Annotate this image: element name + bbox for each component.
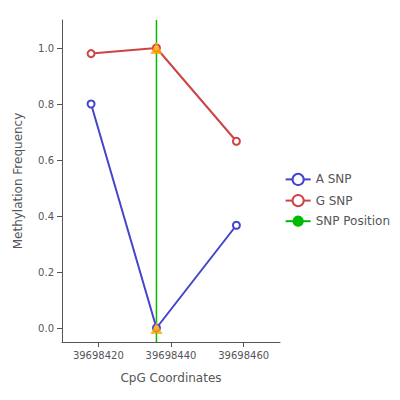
svg-text:0.8: 0.8 (38, 99, 54, 110)
svg-text:SNP Position: SNP Position (316, 214, 390, 228)
svg-text:G SNP: G SNP (316, 194, 353, 208)
svg-text:0.4: 0.4 (38, 211, 54, 222)
svg-text:39698420: 39698420 (73, 350, 124, 361)
svg-text:0.6: 0.6 (38, 155, 54, 166)
svg-text:0.2: 0.2 (38, 267, 54, 278)
svg-text:0.0: 0.0 (38, 323, 54, 334)
svg-text:Methylation Frequency: Methylation Frequency (11, 113, 25, 250)
svg-text:A SNP: A SNP (316, 172, 352, 186)
svg-text:1.0: 1.0 (38, 43, 54, 54)
svg-text:39698460: 39698460 (218, 350, 269, 361)
svg-text:39698440: 39698440 (146, 350, 197, 361)
svg-text:CpG Coordinates: CpG Coordinates (120, 371, 221, 385)
